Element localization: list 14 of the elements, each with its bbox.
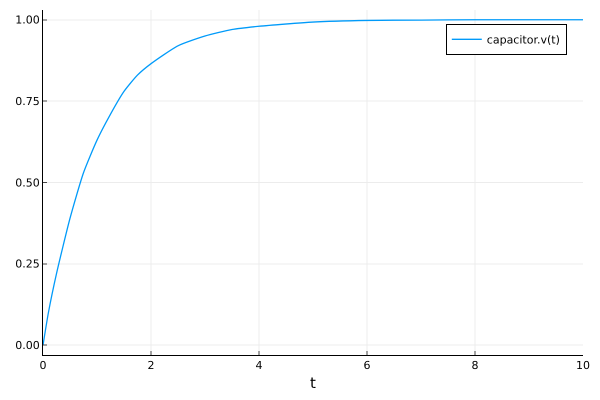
- x-tick-label: 4: [256, 359, 262, 372]
- x-tick-label: 6: [364, 359, 370, 372]
- x-tick-label: 2: [148, 359, 154, 372]
- line-series: [43, 19, 583, 346]
- y-tick-label: 0.00: [15, 339, 40, 352]
- x-tick-label: 10: [576, 359, 590, 372]
- y-tick-label: 0.50: [15, 176, 40, 190]
- y-tick-label: 0.25: [15, 258, 40, 271]
- x-tick-label: 8: [472, 359, 478, 372]
- legend-label: capacitor.v(t): [486, 34, 560, 47]
- x-tick-label: 0: [40, 359, 46, 372]
- x-axis-title: t: [310, 374, 316, 392]
- y-tick-label: 0.75: [15, 94, 40, 108]
- y-tick-label: 1.00: [15, 14, 40, 27]
